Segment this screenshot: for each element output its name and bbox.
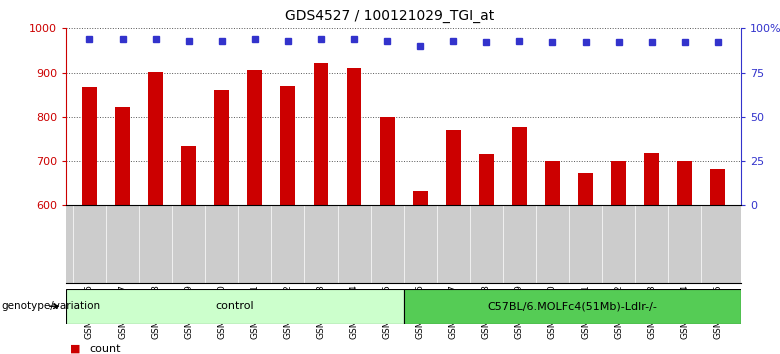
Text: C57BL/6.MOLFc4(51Mb)-Ldlr-/-: C57BL/6.MOLFc4(51Mb)-Ldlr-/- — [488, 301, 658, 311]
Bar — [612, 161, 626, 205]
Bar — [281, 86, 296, 205]
Bar — [346, 68, 361, 205]
Bar — [677, 161, 692, 205]
Text: GDS4527 / 100121029_TGI_at: GDS4527 / 100121029_TGI_at — [285, 9, 495, 23]
Bar — [404, 289, 741, 324]
Bar — [446, 130, 461, 205]
Text: ■: ■ — [70, 344, 80, 354]
Bar — [545, 161, 560, 205]
Bar — [479, 154, 494, 205]
Bar — [644, 153, 659, 205]
Text: genotype/variation: genotype/variation — [2, 301, 101, 311]
Bar — [247, 70, 262, 205]
Bar — [115, 107, 130, 205]
Bar — [711, 169, 725, 205]
Text: control: control — [215, 301, 254, 311]
Bar — [578, 173, 593, 205]
Bar — [82, 87, 97, 205]
Bar — [181, 147, 196, 205]
Bar — [380, 117, 395, 205]
Text: count: count — [90, 344, 121, 354]
Bar — [512, 127, 526, 205]
Bar — [66, 289, 404, 324]
Bar — [314, 63, 328, 205]
Bar — [148, 72, 163, 205]
Bar — [413, 191, 427, 205]
Bar — [215, 90, 229, 205]
